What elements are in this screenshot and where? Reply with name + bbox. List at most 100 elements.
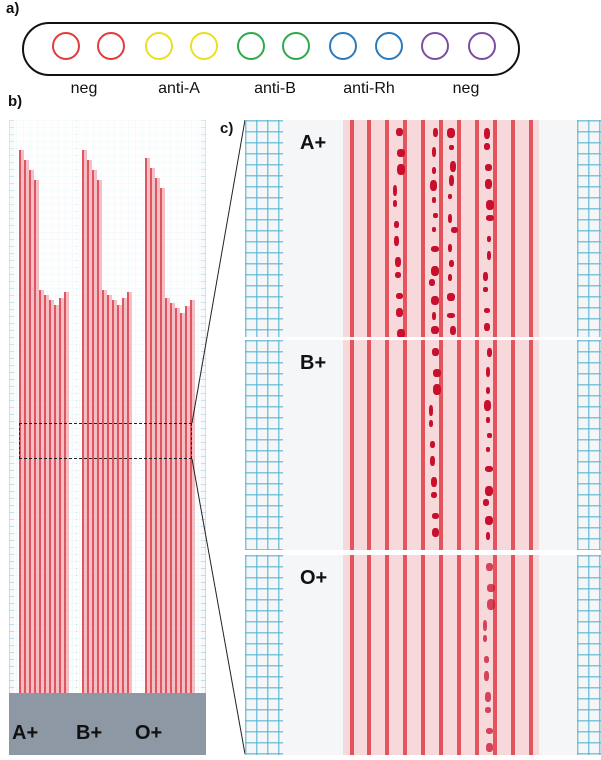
channel-fill xyxy=(151,168,155,693)
agglutination-spot xyxy=(484,143,490,150)
zoom-channel-line xyxy=(403,555,407,755)
channel-fill xyxy=(123,298,127,693)
channel-fill xyxy=(118,305,122,693)
agglutination-spot xyxy=(448,214,452,223)
group-label-anti-b: anti-B xyxy=(254,80,296,97)
agglutination-spot xyxy=(486,200,494,210)
channel-line xyxy=(97,180,99,693)
agglutination-spot xyxy=(485,164,492,171)
channel-line xyxy=(92,170,94,693)
channel-fill xyxy=(45,295,49,693)
channel-fill xyxy=(93,170,97,693)
ring-anti-a-2 xyxy=(190,32,218,60)
zoom-channel-line xyxy=(511,555,515,755)
agglutination-spot xyxy=(487,584,495,592)
agglutination-spot xyxy=(448,194,452,199)
zoom-channel-line xyxy=(439,555,443,755)
agglutination-spot xyxy=(432,312,436,320)
agglutination-spot xyxy=(484,308,490,313)
zoom-channel-line xyxy=(439,340,443,550)
agglutination-spot xyxy=(487,433,492,438)
grid-left xyxy=(245,120,283,337)
channel-line xyxy=(102,290,104,693)
agglutination-spot xyxy=(432,227,436,232)
agglutination-spot xyxy=(397,149,405,157)
agglutination-spot xyxy=(487,236,491,242)
agglutination-spot xyxy=(449,145,454,150)
channel-line xyxy=(34,180,36,693)
channel-line xyxy=(44,295,46,693)
channel-line xyxy=(24,160,26,693)
panel-a-label: a) xyxy=(6,0,20,17)
agglutination-spot xyxy=(486,447,490,452)
zoom-label-a: A+ xyxy=(300,132,327,154)
agglutination-spot xyxy=(433,384,441,395)
agglutination-spot xyxy=(432,348,439,356)
channel-line xyxy=(165,298,167,693)
channel-fill xyxy=(98,180,102,693)
grid-left xyxy=(245,555,283,755)
zoom-channel-line xyxy=(421,555,425,755)
agglutination-spot xyxy=(483,499,489,506)
channel-line xyxy=(112,300,114,693)
agglutination-spot xyxy=(432,197,436,203)
agglutination-spot xyxy=(487,599,495,610)
agglutination-spot xyxy=(432,147,436,157)
channel-line xyxy=(54,305,56,693)
channel-fill xyxy=(161,188,165,693)
channel-line xyxy=(145,158,147,693)
agglutination-spot xyxy=(486,367,490,377)
zoom-channel-line xyxy=(475,340,479,550)
agglutination-spot xyxy=(483,635,487,642)
agglutination-spot xyxy=(448,244,452,252)
channel-fill xyxy=(50,300,54,693)
agglutination-spot xyxy=(396,128,403,136)
agglutination-spot xyxy=(484,671,489,681)
agglutination-spot xyxy=(449,175,454,186)
zoom-channel-line xyxy=(367,120,371,337)
panel-c-label: c) xyxy=(220,120,234,137)
agglutination-spot xyxy=(484,400,491,411)
agglutination-spot xyxy=(485,707,491,713)
channel-line xyxy=(117,305,119,693)
channel-fill xyxy=(166,298,170,693)
zoom-view-o: O+ xyxy=(245,555,601,755)
channel-line xyxy=(107,295,109,693)
channel-fill xyxy=(60,298,64,693)
agglutination-spot xyxy=(433,369,441,377)
agglutination-spot xyxy=(394,236,399,246)
agglutination-spot xyxy=(486,728,493,734)
channel-line xyxy=(170,303,172,693)
agglutination-spot xyxy=(487,348,492,357)
zoom-label-b: B+ xyxy=(300,352,327,374)
grid-right xyxy=(577,120,601,337)
agglutination-spot xyxy=(430,180,437,191)
ring-anti-rh-2 xyxy=(375,32,403,60)
channel-line xyxy=(180,313,182,693)
agglutination-spot xyxy=(393,200,397,207)
channel-fill xyxy=(30,170,34,693)
agglutination-spot xyxy=(485,179,492,189)
zoom-channel-line xyxy=(403,120,407,337)
channel-fill xyxy=(65,292,69,693)
agglutination-spot xyxy=(431,246,439,252)
agglutination-spot xyxy=(484,128,490,139)
blood-type-label-o: O+ xyxy=(135,722,163,744)
agglutination-spot xyxy=(449,260,454,267)
ring-anti-a-1 xyxy=(145,32,173,60)
channel-fill xyxy=(25,160,29,693)
channel-fill xyxy=(146,158,150,693)
grid-left xyxy=(245,340,283,550)
channel-fill xyxy=(83,150,87,693)
zoom-channel-line xyxy=(457,555,461,755)
channel-fill xyxy=(103,290,107,693)
agglutination-spot xyxy=(395,272,401,278)
agglutination-spot xyxy=(429,279,435,286)
zoom-channel-line xyxy=(439,120,443,337)
channel-line xyxy=(122,298,124,693)
zoom-channel-line xyxy=(385,340,389,550)
agglutination-spot xyxy=(484,323,490,331)
agglutination-spot xyxy=(429,405,433,416)
agglutination-spot xyxy=(431,477,437,487)
ring-neg-1 xyxy=(52,32,80,60)
